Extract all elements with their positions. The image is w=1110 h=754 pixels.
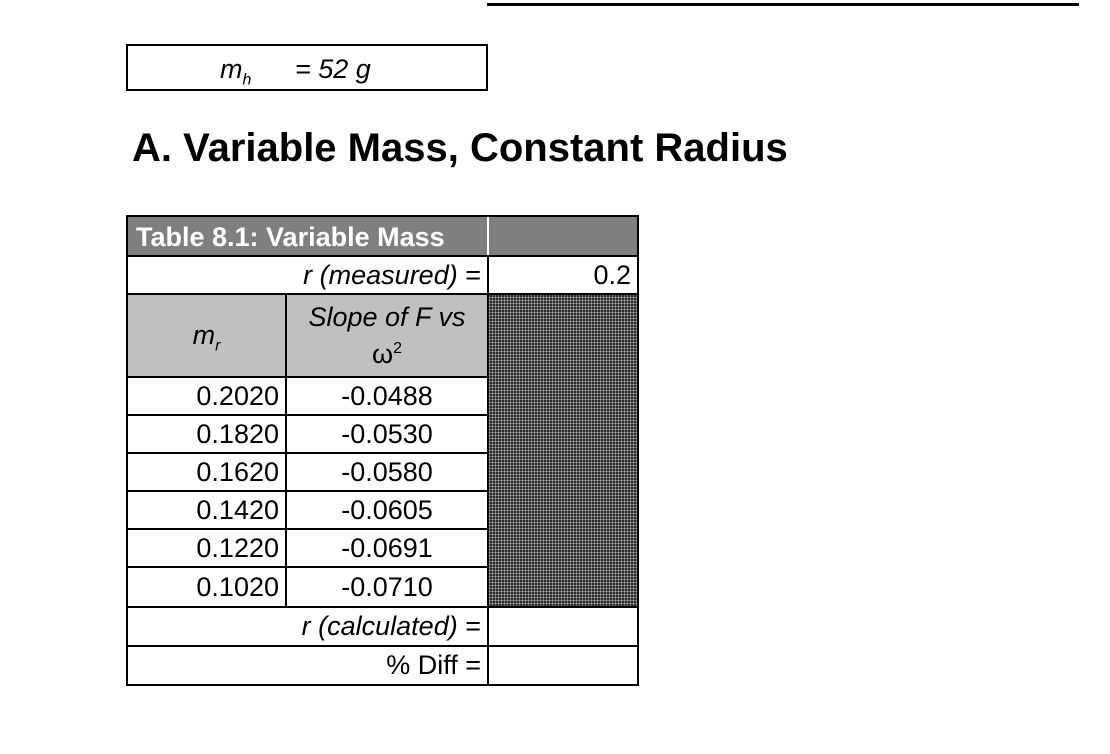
- table-row-1-slope[interactable]: -0.0488: [341, 381, 433, 411]
- table-caption: Table 8.1: Variable Mass: [128, 217, 487, 255]
- grid-line: [637, 215, 639, 686]
- table-row-6-mr[interactable]: 0.1020: [196, 572, 279, 602]
- table-row-5-mr[interactable]: 0.1220: [196, 533, 279, 563]
- table-row-4-slope[interactable]: -0.0605: [341, 495, 433, 525]
- top-rule: [487, 3, 1079, 6]
- slope-header-line1: Slope of F vs: [308, 302, 466, 332]
- table-row-4-mr[interactable]: 0.1420: [196, 495, 279, 525]
- grid-line: [126, 293, 639, 295]
- grid-line: [126, 414, 489, 416]
- grid-line: [285, 293, 287, 608]
- table-row-3-slope[interactable]: -0.0580: [341, 457, 433, 487]
- table-caption-filler: [489, 217, 637, 255]
- table-row-1-mr[interactable]: 0.2020: [196, 381, 279, 411]
- hanging-mass-value: = 52 g: [295, 54, 371, 84]
- slope-header-line2: ω2: [372, 339, 402, 369]
- grid-line: [126, 606, 639, 608]
- grid-line: [126, 490, 489, 492]
- grid-line: [126, 215, 639, 217]
- percent-diff-label: % Diff =: [386, 650, 481, 680]
- column-header-mr: mr: [128, 295, 285, 376]
- column-header-slope: Slope of F vs ω2: [287, 295, 487, 376]
- shaded-unused-column: [489, 295, 637, 607]
- percent-diff-value[interactable]: [489, 647, 637, 684]
- grid-line: [126, 528, 489, 530]
- hanging-mass-symbol: mh: [220, 54, 252, 89]
- grid-line: [126, 215, 128, 686]
- r-calculated-value[interactable]: [489, 608, 637, 645]
- table-row-2-mr[interactable]: 0.1820: [196, 419, 279, 449]
- table-row-2-slope[interactable]: -0.0530: [341, 419, 433, 449]
- grid-line: [126, 684, 639, 686]
- hanging-mass-box: mh = 52 g: [126, 44, 488, 91]
- grid-line: [126, 376, 489, 378]
- grid-line: [126, 255, 639, 257]
- r-calculated-label: r (calculated) =: [301, 611, 481, 641]
- grid-line: [126, 645, 639, 647]
- table-row-6-slope[interactable]: -0.0710: [341, 572, 433, 602]
- section-title: A. Variable Mass, Constant Radius: [132, 126, 788, 170]
- r-measured-value[interactable]: 0.2: [593, 260, 631, 290]
- table-row-3-mr[interactable]: 0.1620: [196, 457, 279, 487]
- grid-line: [487, 255, 489, 686]
- grid-line: [126, 566, 489, 568]
- table-row-5-slope[interactable]: -0.0691: [341, 533, 433, 563]
- r-measured-label: r (measured) =: [303, 260, 481, 290]
- grid-line: [126, 452, 489, 454]
